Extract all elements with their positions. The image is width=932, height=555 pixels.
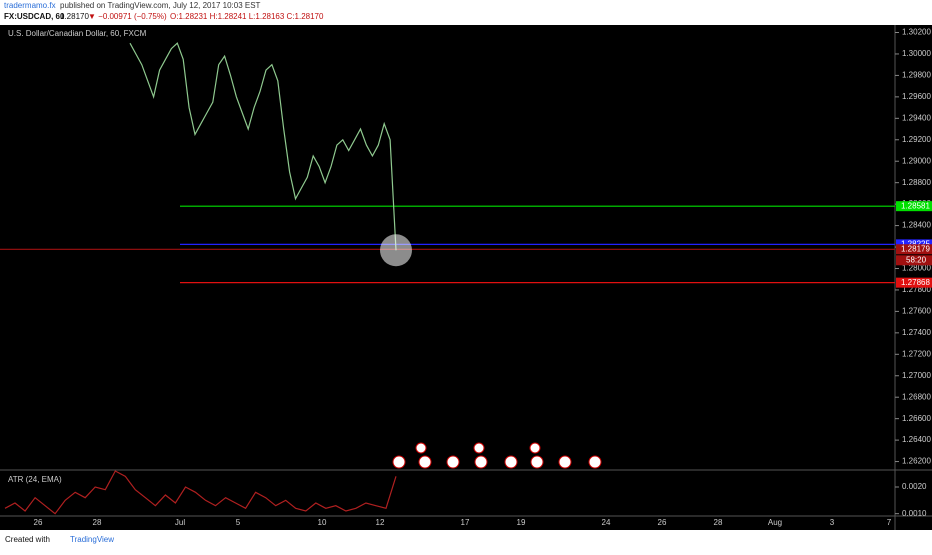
- x-tick-label: 28: [93, 518, 102, 527]
- change: ▼ −0.00971 (−0.75%): [88, 12, 167, 21]
- x-tick-label: 12: [376, 518, 385, 527]
- y-tick-label: 1.27000: [902, 371, 931, 380]
- countdown-tag: [896, 255, 932, 266]
- publisher: tradermamo.fx: [4, 1, 56, 10]
- countdown: 58:20: [906, 255, 927, 264]
- price-line: [4, 470, 397, 515]
- y-tick-label: 1.28400: [902, 221, 931, 230]
- highlight: [380, 234, 412, 267]
- event-icons: [392, 442, 602, 469]
- x-tick-label: 17: [461, 518, 470, 527]
- atr-title: ATR (24, EMA): [8, 475, 62, 484]
- y-tick-label: 0.0020: [902, 482, 927, 491]
- y-tick-label: 1.30000: [902, 49, 931, 58]
- x-tick-label: 19: [517, 518, 526, 527]
- level-tag: [896, 244, 932, 255]
- footer-bg: [0, 530, 932, 550]
- ohlc: O:1.28231 H:1.28241 L:1.28163 C:1.28170: [170, 12, 324, 21]
- y-tick-label: 1.28800: [902, 178, 931, 187]
- published: published on TradingView.com, July 12, 2…: [60, 1, 261, 10]
- y-tick-label: 1.26400: [902, 435, 931, 444]
- chart-bg: [0, 25, 932, 530]
- y-tick-label: 1.29200: [902, 135, 931, 144]
- x-tick-label: 5: [236, 518, 241, 527]
- y-tick-label: 1.26800: [902, 392, 931, 401]
- x-tick-label: Aug: [768, 518, 782, 527]
- y-tick-label: 1.29600: [902, 92, 931, 101]
- y-tick-label: 1.29800: [902, 71, 931, 80]
- symbol: FX:USDCAD, 60: [4, 12, 65, 21]
- x-tick-label: 24: [602, 518, 611, 527]
- y-tick-label: 1.28000: [902, 264, 931, 273]
- x-tick-label: 26: [34, 518, 43, 527]
- x-tick-label: 3: [830, 518, 835, 527]
- x-tick-label: 7: [887, 518, 892, 527]
- level-label: 1.28179: [901, 244, 930, 253]
- x-tick-label: 26: [658, 518, 667, 527]
- level-label: 1.27868: [901, 278, 930, 287]
- x-tick-label: Jul: [175, 518, 185, 527]
- y-tick-label: 1.27800: [902, 285, 931, 294]
- level-tag: [896, 277, 932, 288]
- chart-title: U.S. Dollar/Canadian Dollar, 60, FXCM: [8, 29, 147, 38]
- level-tag: [896, 201, 932, 212]
- last-price: 1.28170: [60, 12, 89, 21]
- y-tick-label: 1.27600: [902, 307, 931, 316]
- header-bg: [0, 0, 932, 25]
- level-label: 1.28581: [901, 201, 930, 210]
- y-tick-label: 1.26200: [902, 457, 931, 466]
- y-tick-label: 1.27200: [902, 349, 931, 358]
- y-tick-label: 1.29400: [902, 113, 931, 122]
- level-label: 1.28225: [901, 239, 930, 248]
- footer-brand: TradingView: [70, 535, 114, 544]
- y-tick-label: 1.30200: [902, 28, 931, 37]
- y-tick-label: 1.27400: [902, 328, 931, 337]
- price-line: [129, 42, 397, 251]
- x-tick-label: 10: [318, 518, 327, 527]
- y-tick-label: 1.29000: [902, 156, 931, 165]
- y-tick-label: 0.0010: [902, 509, 927, 518]
- x-tick-label: 28: [714, 518, 723, 527]
- footer-created: Created with: [5, 535, 50, 544]
- y-tick-label: 1.26600: [902, 414, 931, 423]
